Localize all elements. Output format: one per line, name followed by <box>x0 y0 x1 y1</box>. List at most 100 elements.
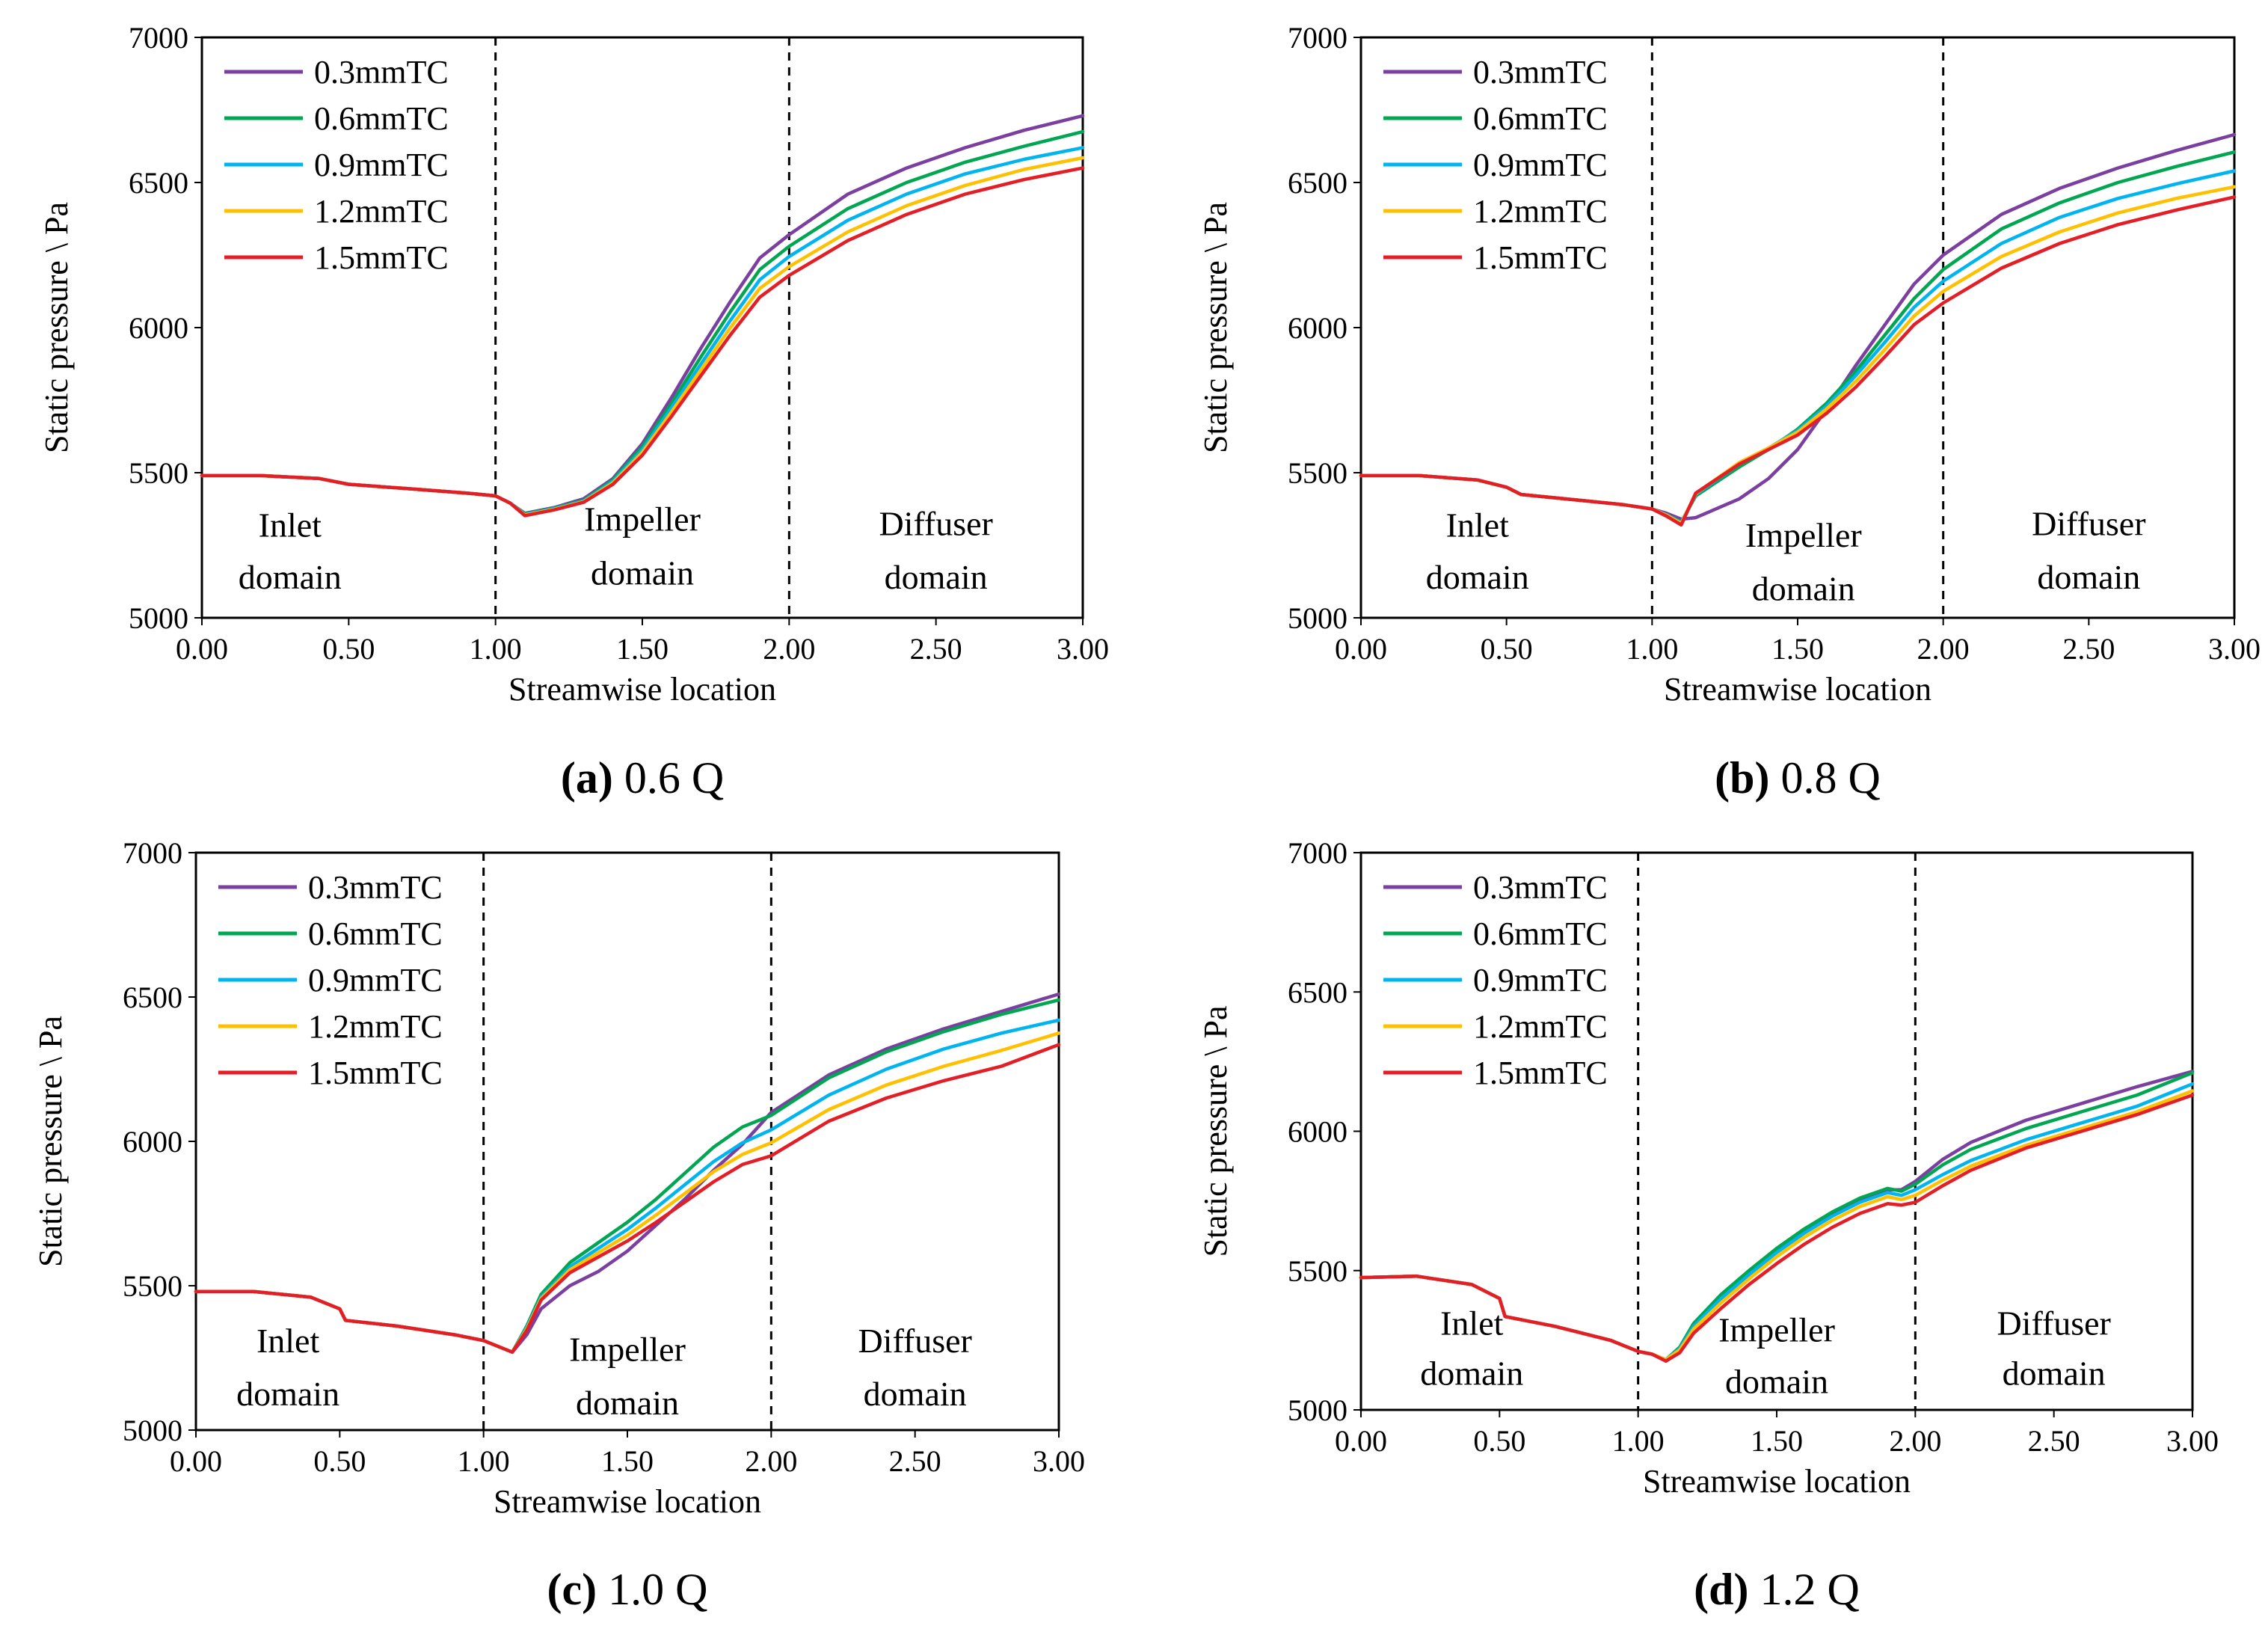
x-tick-label: 2.00 <box>1889 1424 1941 1458</box>
x-tick-label: 1.50 <box>1751 1424 1803 1458</box>
y-tick-label: 5500 <box>129 456 188 490</box>
legend-label: 0.9mmTC <box>1473 962 1608 999</box>
region-label: Impeller <box>1745 516 1862 554</box>
region-label: Inlet <box>256 1322 320 1360</box>
panel-caption-letter: (c) <box>547 1565 597 1614</box>
y-tick-label: 6500 <box>1288 166 1347 200</box>
legend-label: 0.9mmTC <box>308 962 443 999</box>
x-tick-label: 2.00 <box>1917 632 1970 666</box>
y-tick-label: 7000 <box>129 21 188 55</box>
legend-label: 0.6mmTC <box>1473 915 1608 952</box>
x-tick-label: 0.00 <box>1335 1424 1387 1458</box>
x-tick-label: 3.00 <box>1033 1444 1085 1478</box>
region-label: domain <box>2037 558 2140 596</box>
x-tick-label: 1.00 <box>458 1444 510 1478</box>
x-tick-label: 3.00 <box>1057 632 1109 666</box>
legend-label: 1.5mmTC <box>1473 239 1608 276</box>
legend-label: 0.6mmTC <box>1473 100 1608 137</box>
panel-caption-letter: (b) <box>1715 753 1769 803</box>
legend-label: 0.6mmTC <box>308 915 443 952</box>
x-tick-label: 0.00 <box>176 632 228 666</box>
region-label: domain <box>236 1375 339 1413</box>
legend-label: 1.2mmTC <box>314 193 449 230</box>
region-label: Inlet <box>259 506 322 544</box>
y-tick-label: 6500 <box>123 981 182 1014</box>
legend-label: 0.6mmTC <box>314 100 449 137</box>
panel-caption: (d) 1.2 Q <box>1694 1565 1860 1614</box>
x-tick-label: 1.50 <box>616 632 669 666</box>
region-label: Diffuser <box>2032 504 2145 542</box>
x-axis-title: Streamwise location <box>1664 671 1932 708</box>
legend-label: 1.5mmTC <box>308 1055 443 1091</box>
region-label: domain <box>1426 558 1529 596</box>
y-tick-label: 5500 <box>1288 456 1347 490</box>
x-tick-label: 1.00 <box>1626 632 1678 666</box>
legend-label: 1.2mmTC <box>308 1008 443 1045</box>
y-tick-label: 6000 <box>123 1125 182 1159</box>
y-tick-label: 5000 <box>123 1414 182 1447</box>
region-label: Diffuser <box>1997 1304 2110 1342</box>
x-tick-label: 0.00 <box>1335 632 1387 666</box>
legend-label: 1.2mmTC <box>1473 1008 1608 1045</box>
region-label: Impeller <box>1718 1311 1835 1349</box>
x-tick-label: 3.00 <box>2166 1424 2219 1458</box>
legend-label: 0.3mmTC <box>1473 54 1608 91</box>
y-tick-label: 7000 <box>1288 836 1347 870</box>
region-label: domain <box>2003 1354 2106 1392</box>
chart-panel-b: 0.00 0.50 1.00 1.50 2.00 2.50 3.00 5000 5500 6000… <box>1197 21 2261 803</box>
panel-caption-letter: (a) <box>561 753 613 803</box>
y-tick-label: 6500 <box>1288 975 1347 1009</box>
legend-label: 1.5mmTC <box>314 239 449 276</box>
x-axis-title: Streamwise location <box>1643 1463 1911 1500</box>
series-line-0.3mmTC <box>194 992 1061 1355</box>
legend-label: 0.3mmTC <box>308 869 443 906</box>
y-tick-label: 6000 <box>129 311 188 345</box>
x-tick-label: 2.50 <box>2062 632 2115 666</box>
panel-caption-letter: (d) <box>1694 1565 1748 1614</box>
x-tick-label: 1.50 <box>1771 632 1824 666</box>
series-line-1.5mmTC <box>1359 1093 2195 1364</box>
region-label: Inlet <box>1440 1304 1504 1342</box>
x-tick-label: 1.00 <box>1612 1424 1665 1458</box>
x-axis-title: Streamwise location <box>494 1483 761 1520</box>
region-label: domain <box>1725 1363 1828 1401</box>
x-tick-label: 2.00 <box>763 632 815 666</box>
x-tick-label: 2.00 <box>745 1444 797 1478</box>
region-label: domain <box>1752 570 1855 608</box>
panel-caption: (a) 0.6 Q <box>561 753 724 803</box>
region-label: domain <box>576 1384 679 1422</box>
y-tick-label: 5500 <box>1288 1254 1347 1288</box>
series-line-1.5mmTC <box>1359 195 2237 527</box>
panel-caption: (c) 1.0 Q <box>547 1565 708 1614</box>
legend-label: 0.9mmTC <box>314 147 449 183</box>
y-axis-title: Static pressure \ Pa <box>1197 1005 1234 1257</box>
y-axis-title: Static pressure \ Pa <box>1197 202 1234 453</box>
x-tick-label: 1.50 <box>601 1444 654 1478</box>
y-axis-title: Static pressure \ Pa <box>32 1016 69 1267</box>
x-tick-label: 2.50 <box>889 1444 941 1478</box>
region-label: domain <box>1420 1354 1523 1392</box>
region-label: domain <box>864 1375 967 1413</box>
panel-caption-text: 0.6 Q <box>613 753 724 803</box>
legend-label: 0.3mmTC <box>1473 869 1608 906</box>
legend-label: 1.2mmTC <box>1473 193 1608 230</box>
region-label: Impeller <box>584 500 701 539</box>
panel-caption: (b) 0.8 Q <box>1715 753 1881 803</box>
y-tick-label: 5500 <box>123 1269 182 1303</box>
legend-label: 0.9mmTC <box>1473 147 1608 183</box>
y-tick-label: 7000 <box>1288 21 1347 55</box>
y-tick-label: 7000 <box>123 836 182 870</box>
region-label: Inlet <box>1446 506 1510 544</box>
region-label: Diffuser <box>858 1322 971 1360</box>
region-label: domain <box>239 558 342 596</box>
y-tick-label: 5000 <box>1288 1393 1347 1427</box>
y-tick-label: 6500 <box>129 166 188 200</box>
x-tick-label: 2.50 <box>910 632 962 666</box>
y-axis-title: Static pressure \ Pa <box>38 202 75 453</box>
series-line-1.5mmTC <box>194 1043 1061 1355</box>
x-tick-label: 2.50 <box>2028 1424 2080 1458</box>
y-tick-label: 6000 <box>1288 311 1347 345</box>
chart-panel-c: 0.00 0.50 1.00 1.50 2.00 2.50 3.00 5000 5500 6000… <box>32 836 1085 1614</box>
series-line-1.2mmTC <box>1359 185 2237 526</box>
